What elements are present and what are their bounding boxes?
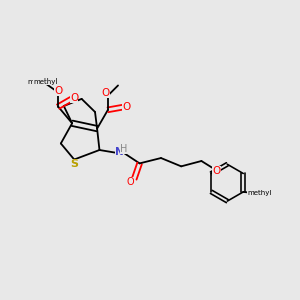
Text: S: S [70, 159, 78, 169]
Text: methyl: methyl [28, 80, 52, 85]
Text: O: O [54, 85, 63, 96]
Text: O: O [55, 86, 63, 96]
Text: methyl: methyl [33, 78, 58, 84]
Text: O: O [101, 88, 110, 98]
Text: methyl: methyl [247, 190, 272, 196]
Text: O: O [70, 93, 78, 103]
Text: methyl: methyl [33, 80, 58, 85]
Text: H: H [120, 143, 127, 154]
Text: O: O [122, 102, 130, 112]
Text: O: O [101, 88, 109, 98]
Text: N: N [115, 147, 124, 157]
Text: O: O [126, 177, 134, 187]
Text: O: O [70, 93, 77, 103]
Text: O: O [122, 102, 130, 112]
Text: O: O [212, 166, 221, 176]
